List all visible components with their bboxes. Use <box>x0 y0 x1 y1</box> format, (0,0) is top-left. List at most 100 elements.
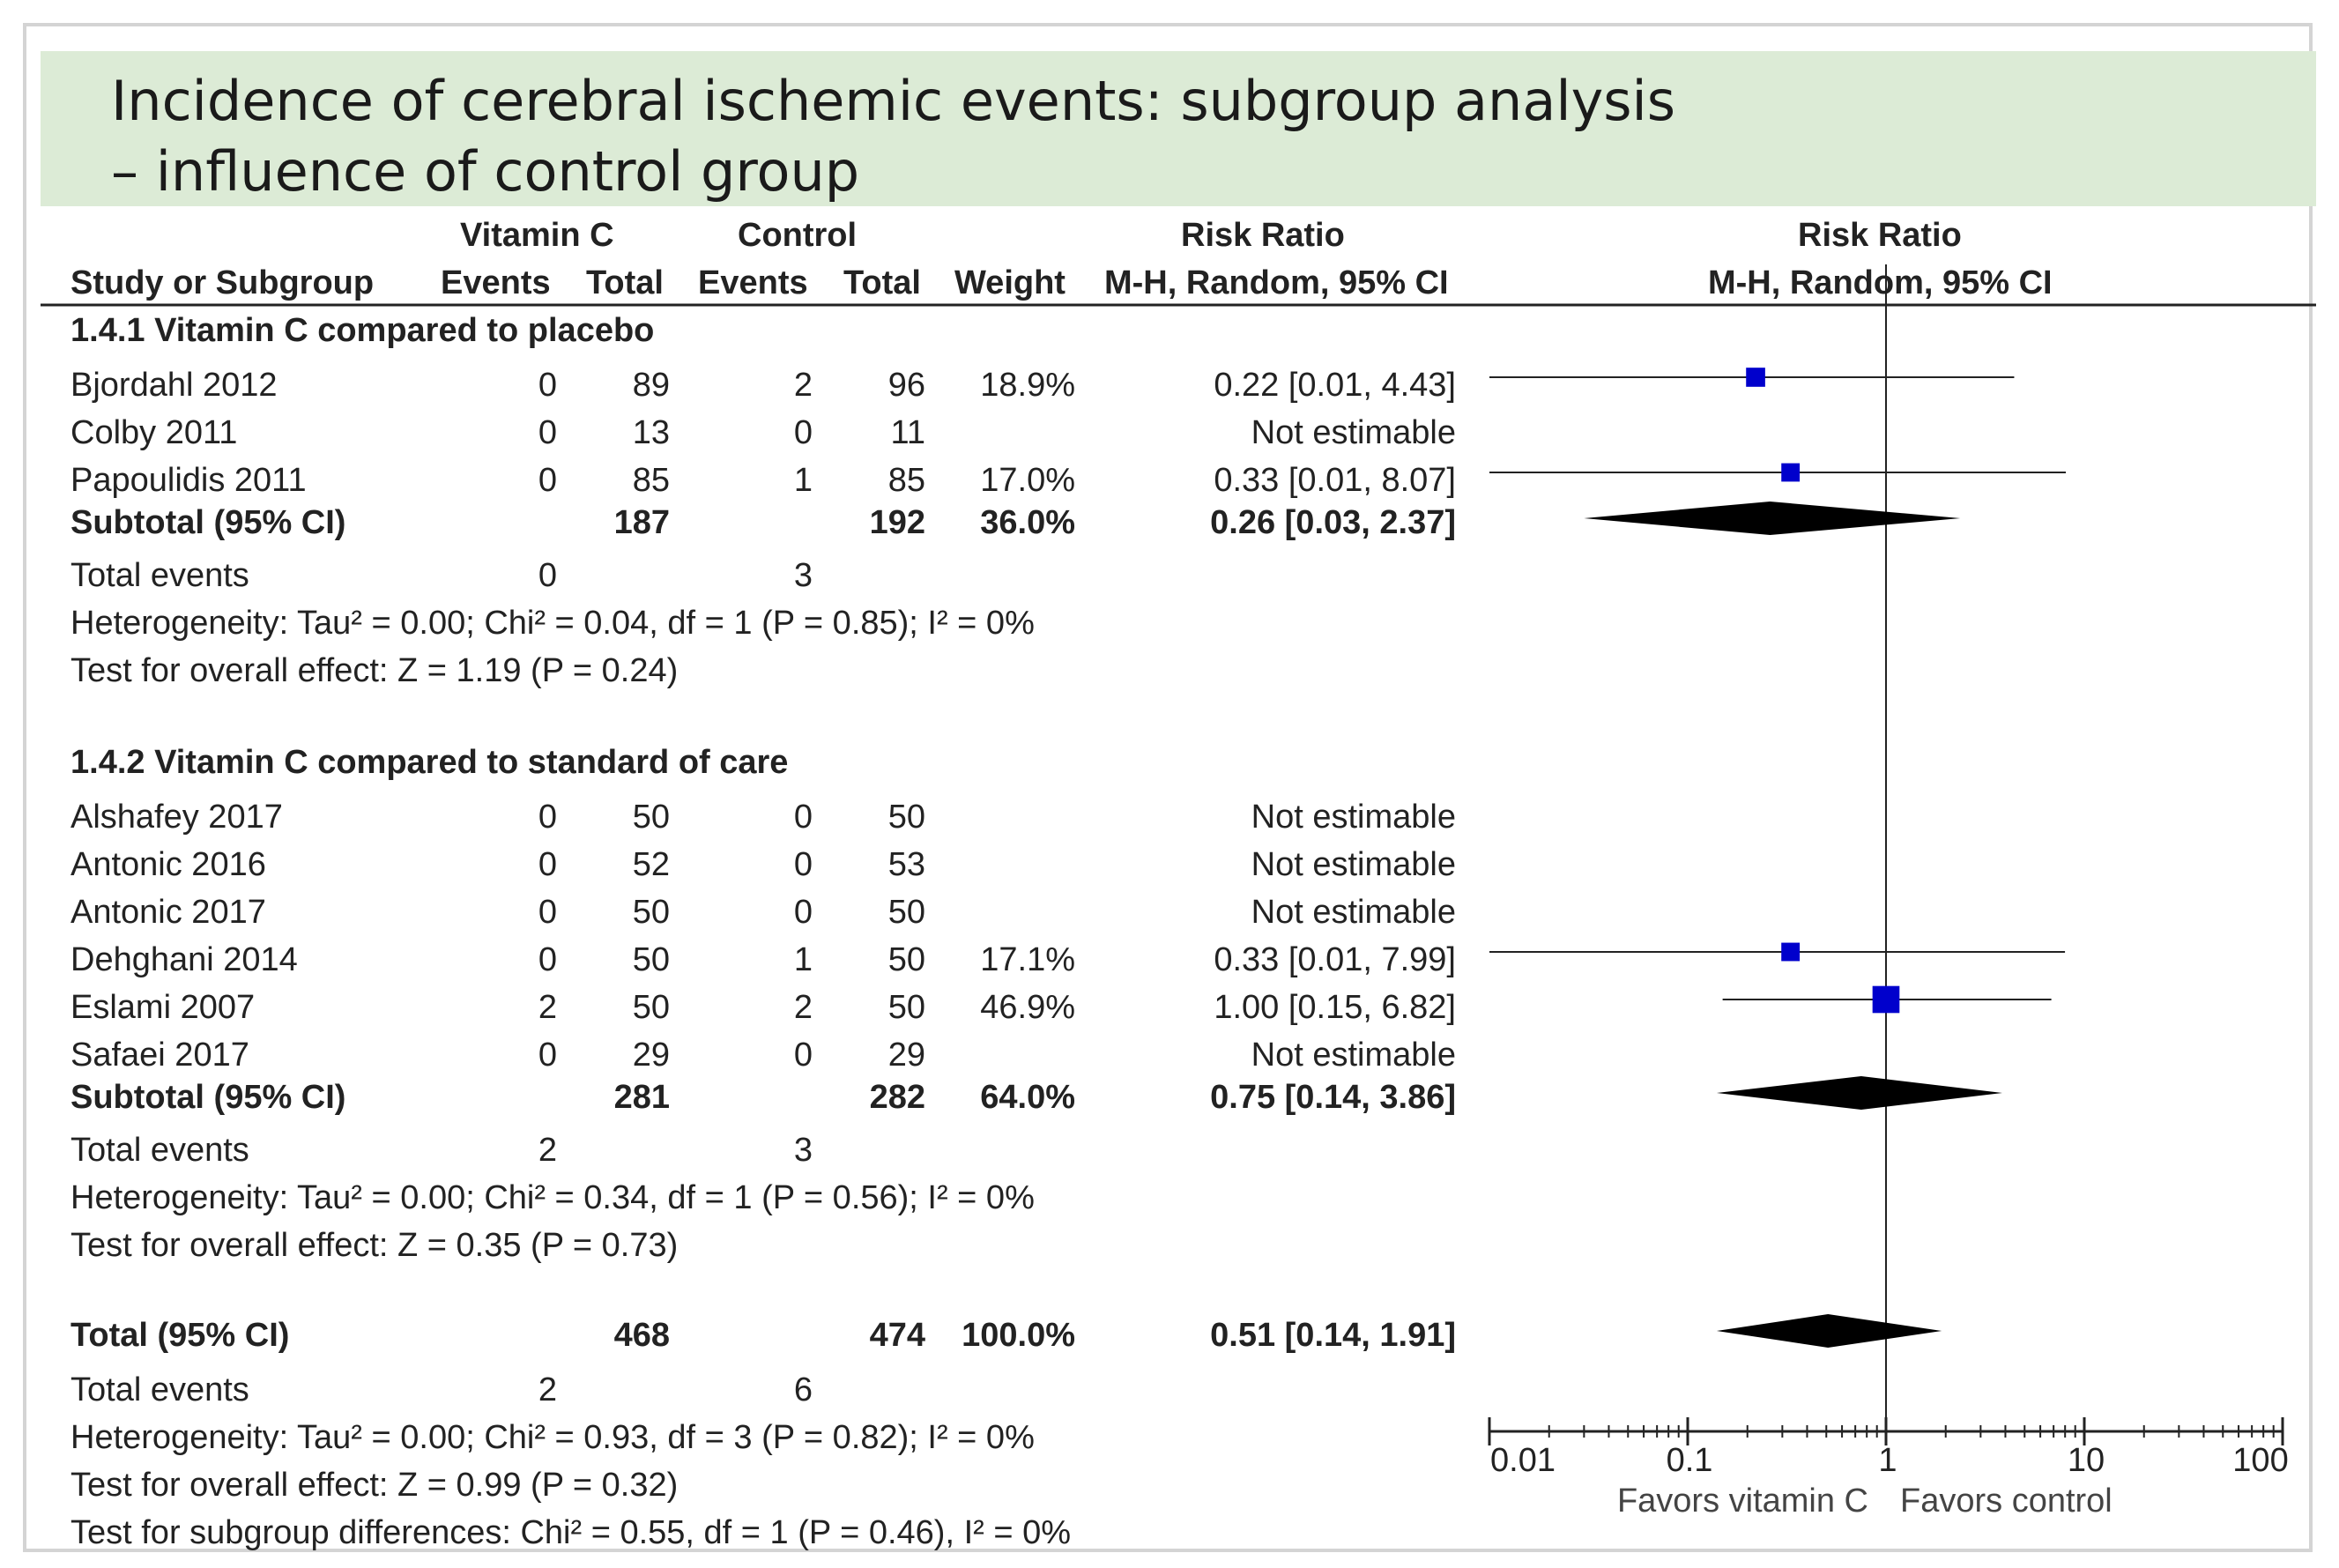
subgroup-differences-text: Test for subgroup differences: Chi² = 0.… <box>71 1514 1072 1551</box>
study-vitc-events: 0 <box>538 894 557 931</box>
study-effect-square <box>1872 985 1900 1014</box>
header-vitc-events: Events <box>441 264 551 301</box>
subtotal-ci: 0.26 [0.03, 2.37] <box>1210 504 1456 541</box>
study-name: Antonic 2017 <box>71 894 266 931</box>
study-name: Eslami 2007 <box>71 989 256 1026</box>
study-ctrl-events: 0 <box>793 414 813 451</box>
subtotal-vitc-total: 187 <box>613 504 670 541</box>
total-events-vitc: 0 <box>538 557 557 594</box>
study-vitc-total: 50 <box>632 894 670 931</box>
study-effect-square <box>1781 942 1801 962</box>
subtotal-ci: 0.75 [0.14, 3.86] <box>1210 1079 1456 1116</box>
total-ci: 0.51 [0.14, 1.91] <box>1210 1317 1456 1354</box>
study-ctrl-events: 0 <box>793 799 813 836</box>
subgroup-heading: 1.4.2 Vitamin C compared to standard of … <box>71 744 789 781</box>
overall-effect-text: Test for overall effect: Z = 0.35 (P = 0… <box>71 1227 679 1264</box>
total-diamond <box>1716 1314 1942 1348</box>
study-weight: 17.0% <box>980 462 1075 499</box>
x-tick-label: 1 <box>1878 1442 1897 1479</box>
header-ctrl-total: Total <box>843 264 921 301</box>
study-vitc-events: 0 <box>538 414 557 451</box>
header-method-ci: M-H, Random, 95% CI <box>1104 264 1449 301</box>
total-label: Total (95% CI) <box>71 1317 290 1354</box>
study-vitc-events: 2 <box>538 989 557 1026</box>
study-ctrl-total: 50 <box>887 941 925 978</box>
study-vitc-total: 29 <box>632 1037 670 1074</box>
heterogeneity-text: Heterogeneity: Tau² = 0.00; Chi² = 0.34,… <box>71 1179 1035 1216</box>
subtotal-weight: 36.0% <box>980 504 1075 541</box>
total-events-label: Total events <box>71 1132 249 1169</box>
study-vitc-events: 0 <box>538 941 557 978</box>
header-vitc-total: Total <box>586 264 664 301</box>
study-name: Bjordahl 2012 <box>71 367 278 404</box>
study-name: Antonic 2016 <box>71 846 266 883</box>
total-events-ctrl: 3 <box>793 1132 813 1169</box>
x-tick-label: 100 <box>2232 1442 2289 1479</box>
study-effect-square <box>1746 368 1765 387</box>
study-ci: 0.22 [0.01, 4.43] <box>1214 367 1456 404</box>
study-ctrl-events: 0 <box>793 894 813 931</box>
study-ctrl-total: 11 <box>890 414 925 451</box>
study-vitc-total: 52 <box>632 846 670 883</box>
total-events-ctrl: 3 <box>793 557 813 594</box>
subtotal-ctrl-total: 282 <box>869 1079 925 1116</box>
header-vitamin-c: Vitamin C <box>460 217 614 254</box>
slide-title-line-2: – influence of control group <box>111 139 860 204</box>
subtotal-vitc-total: 281 <box>613 1079 670 1116</box>
total-events-vitc: 2 <box>538 1132 557 1169</box>
study-vitc-total: 50 <box>632 989 670 1026</box>
total-events-label: Total events <box>71 557 249 594</box>
study-ctrl-events: 0 <box>793 846 813 883</box>
overall-effect-text: Test for overall effect: Z = 1.19 (P = 0… <box>71 652 679 689</box>
study-ci: 0.33 [0.01, 7.99] <box>1214 941 1456 978</box>
total-events-ctrl: 6 <box>793 1371 813 1408</box>
header-plot-risk-ratio: Risk Ratio <box>1798 217 1962 254</box>
study-name: Colby 2011 <box>71 414 238 451</box>
study-ctrl-events: 1 <box>793 462 813 499</box>
header-study: Study or Subgroup <box>71 264 375 301</box>
header-ctrl-events: Events <box>698 264 808 301</box>
subtotal-diamond <box>1584 502 1961 535</box>
subtotal-diamond <box>1716 1076 2002 1110</box>
study-name: Dehghani 2014 <box>71 941 298 978</box>
favors-right-label: Favors control <box>1900 1483 2113 1520</box>
subtotal-label: Subtotal (95% CI) <box>71 504 346 541</box>
favors-left-label: Favors vitamin C <box>1616 1483 1868 1520</box>
study-ctrl-events: 2 <box>793 989 813 1026</box>
header-risk-ratio: Risk Ratio <box>1181 217 1345 254</box>
total-events-vitc: 2 <box>538 1371 557 1408</box>
study-ctrl-total: 96 <box>887 367 925 404</box>
header-weight: Weight <box>954 264 1066 301</box>
header-control: Control <box>738 217 858 254</box>
study-vitc-events: 0 <box>538 799 557 836</box>
study-vitc-total: 50 <box>632 799 670 836</box>
study-vitc-events: 0 <box>538 1037 557 1074</box>
heterogeneity-text: Heterogeneity: Tau² = 0.00; Chi² = 0.93,… <box>71 1419 1035 1456</box>
study-weight: 46.9% <box>980 989 1075 1026</box>
subtotal-label: Subtotal (95% CI) <box>71 1079 346 1116</box>
study-vitc-events: 0 <box>538 367 557 404</box>
study-vitc-total: 89 <box>632 367 670 404</box>
study-ctrl-events: 0 <box>793 1037 813 1074</box>
subtotal-ctrl-total: 192 <box>869 504 925 541</box>
study-ci: Not estimable <box>1251 846 1456 883</box>
total-vitc-total: 468 <box>613 1317 670 1354</box>
header-plot-method-ci: M-H, Random, 95% CI <box>1708 264 2053 301</box>
slide-title-line-1: Incidence of cerebral ischemic events: s… <box>111 69 1676 133</box>
study-vitc-events: 0 <box>538 846 557 883</box>
study-name: Alshafey 2017 <box>71 799 283 836</box>
study-ci: Not estimable <box>1251 414 1456 451</box>
study-name: Papoulidis 2011 <box>71 462 307 499</box>
x-tick-label: 10 <box>2067 1442 2105 1479</box>
subgroup-heading: 1.4.1 Vitamin C compared to placebo <box>71 312 655 349</box>
heterogeneity-text: Heterogeneity: Tau² = 0.00; Chi² = 0.04,… <box>71 605 1035 642</box>
study-weight: 18.9% <box>980 367 1075 404</box>
study-effect-square <box>1781 463 1801 482</box>
title-band: Incidence of cerebral ischemic events: s… <box>41 51 2316 206</box>
study-ctrl-total: 50 <box>887 989 925 1026</box>
study-vitc-total: 85 <box>632 462 670 499</box>
study-ctrl-total: 50 <box>887 799 925 836</box>
total-events-label: Total events <box>71 1371 249 1408</box>
study-vitc-events: 0 <box>538 462 557 499</box>
